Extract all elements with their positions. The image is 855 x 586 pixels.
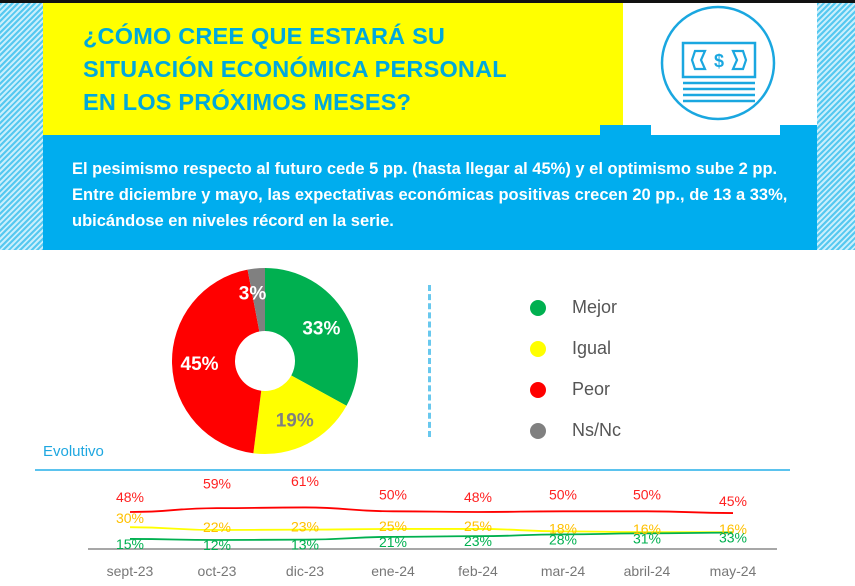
banner-notch-right — [780, 125, 817, 135]
donut-label-igual: 19% — [276, 410, 314, 431]
point-label-igual: 30% — [116, 510, 144, 526]
donut-slice-igual — [253, 375, 347, 454]
legend-dot-icon — [530, 422, 546, 439]
title-line-3: EN LOS PRÓXIMOS MESES? — [83, 89, 412, 115]
x-tick-label: mar-24 — [541, 563, 586, 579]
point-label-mejor: 15% — [116, 536, 144, 552]
legend-item-nsnc: Ns/Nc — [530, 410, 621, 451]
point-label-mejor: 23% — [464, 533, 492, 549]
line-chart: 48%59% 61%50% 48% 50% 50% 45%30%22% 23% 25% 25% 1… — [88, 473, 777, 579]
series-line-peor — [129, 506, 734, 514]
point-label-mejor: 33% — [719, 530, 747, 546]
legend-dot-icon — [530, 381, 546, 398]
legend-label: Mejor — [572, 297, 618, 317]
x-tick-label: abril-24 — [624, 563, 671, 579]
donut-label-peor: 45% — [181, 354, 219, 375]
donut-slice-nsnc — [247, 268, 265, 332]
point-label-peor: 48% — [116, 489, 144, 505]
legend-label: Peor — [572, 379, 611, 399]
series-line-mejor — [129, 531, 734, 541]
title-line-1: ¿CÓMO CREE QUE ESTARÁ SU — [83, 23, 446, 49]
svg-text:$: $ — [714, 51, 724, 71]
point-label-mejor: 31% — [633, 530, 661, 546]
x-tick-label: dic-23 — [286, 563, 324, 579]
page-title: ¿CÓMO CREE QUE ESTARÁ SU SITUACIÓN ECONÓ… — [83, 20, 507, 119]
point-label-igual: 16% — [719, 521, 747, 537]
point-label-mejor: 12% — [203, 537, 231, 553]
dashed-divider — [428, 285, 431, 437]
left-stripe-decoration — [0, 3, 43, 250]
point-label-peor: 45% — [719, 493, 747, 509]
title-line-2: SITUACIÓN ECONÓMICA PERSONAL — [83, 56, 507, 82]
point-label-igual: 16% — [633, 521, 661, 537]
point-label-peor: 59% — [203, 475, 231, 491]
x-tick-label: may-24 — [710, 563, 757, 579]
icon-box: $ — [623, 3, 817, 135]
point-label-peor: 48% — [464, 489, 492, 505]
summary-banner: El pesimismo respecto al futuro cede 5 p… — [43, 135, 817, 250]
money-bills-icon: $ — [660, 5, 776, 121]
legend-label: Igual — [572, 338, 612, 358]
point-label-mejor: 13% — [291, 537, 319, 553]
x-tick-label: sept-23 — [107, 563, 154, 579]
legend-dot-icon — [530, 299, 546, 316]
legend-item-igual: Igual — [530, 328, 621, 369]
donut-label-nsnc: 3% — [239, 283, 267, 304]
point-label-peor: 50% — [633, 487, 661, 503]
legend-dot-icon — [530, 340, 546, 357]
x-tick-label: oct-23 — [198, 563, 237, 579]
donut-slice-peor — [171, 269, 262, 454]
point-label-igual: 25% — [464, 518, 492, 534]
point-label-peor: 50% — [379, 487, 407, 503]
point-label-igual: 23% — [291, 519, 319, 535]
x-tick-label: ene-24 — [371, 563, 415, 579]
summary-text: El pesimismo respecto al futuro cede 5 p… — [72, 160, 788, 230]
donut-label-mejor: 33% — [302, 319, 340, 340]
point-label-peor: 50% — [549, 487, 577, 503]
legend-item-mejor: Mejor — [530, 287, 621, 328]
right-stripe-decoration — [817, 3, 855, 250]
point-label-mejor: 21% — [379, 534, 407, 550]
legend-label: Ns/Nc — [572, 420, 621, 440]
point-label-igual: 18% — [549, 520, 577, 536]
donut-slice-mejor — [265, 268, 358, 406]
legend-item-peor: Peor — [530, 369, 621, 410]
donut-svg: 33% 19% 45% 3% — [171, 268, 358, 454]
banner-notch-left — [600, 125, 651, 135]
top-bar — [0, 0, 855, 3]
chart-legend: Mejor Igual Peor Ns/Nc — [530, 287, 621, 451]
point-label-peor: 61% — [291, 473, 319, 489]
series-line-igual — [129, 526, 733, 533]
point-label-mejor: 28% — [549, 531, 577, 547]
point-label-igual: 22% — [203, 519, 231, 535]
title-box: ¿CÓMO CREE QUE ESTARÁ SU SITUACIÓN ECONÓ… — [43, 3, 623, 135]
x-tick-label: feb-24 — [458, 563, 498, 579]
point-label-igual: 25% — [379, 518, 407, 534]
evolutivo-rule — [35, 469, 790, 471]
evolutivo-title: Evolutivo — [43, 443, 104, 460]
donut-chart: 33% 19% 45% 3% — [170, 266, 360, 456]
